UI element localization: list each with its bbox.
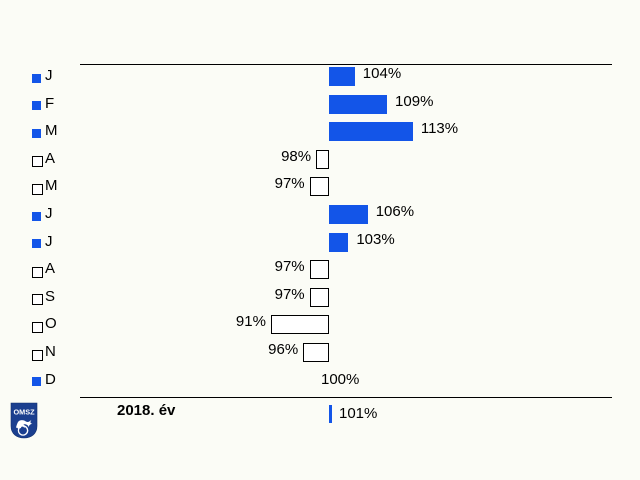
svg-text:OMSZ: OMSZ: [13, 408, 35, 417]
